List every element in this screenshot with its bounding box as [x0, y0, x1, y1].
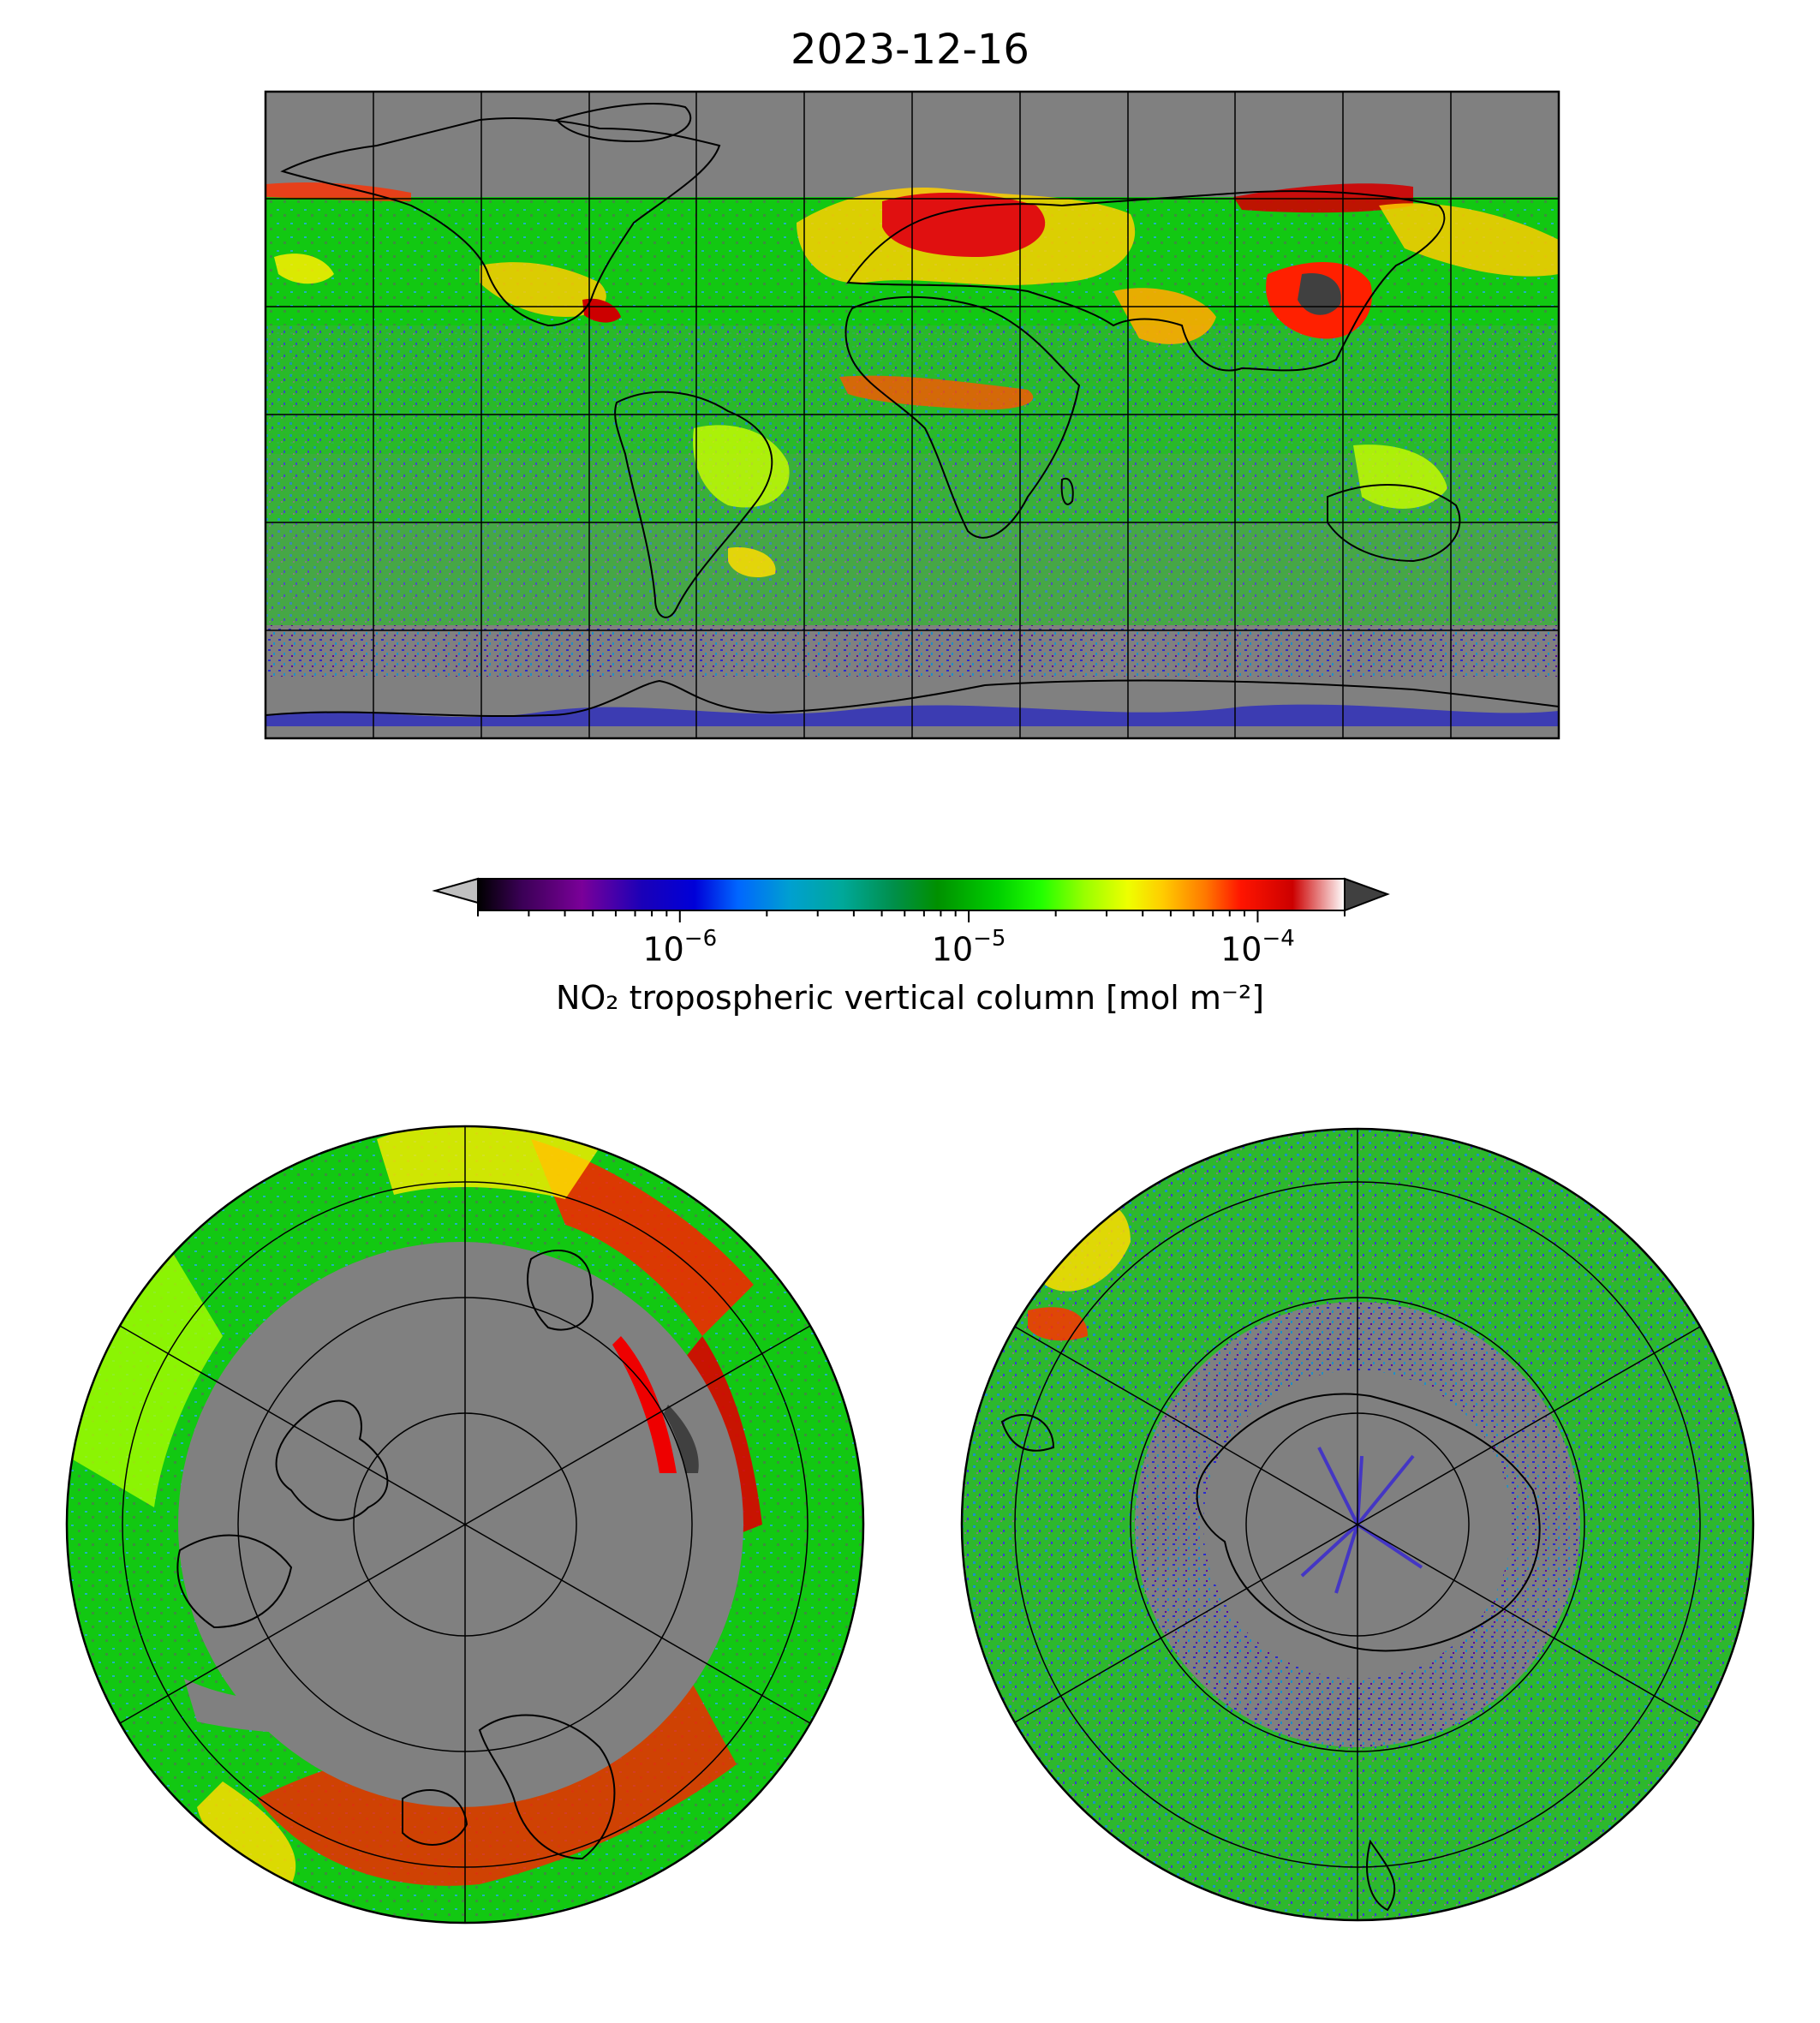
graticule	[266, 92, 1559, 738]
south-pole-streaks	[1300, 1447, 1423, 1594]
eurasia-outline	[846, 190, 1446, 372]
north-coastlines	[176, 1250, 616, 1860]
canadian-archipelago-outline	[275, 1399, 389, 1521]
south-graticule	[1014, 1129, 1701, 1920]
global-map	[266, 92, 1559, 738]
south-america-outline	[614, 391, 773, 618]
colorbar-over-arrow	[1344, 877, 1390, 912]
india-plume	[1113, 288, 1216, 344]
north-polar-map	[67, 1126, 863, 1923]
colorbar-under-arrow	[432, 877, 479, 904]
australia-outline	[1327, 484, 1461, 563]
south-america-tip-outline	[1000, 1413, 1055, 1452]
north-america-plume	[480, 262, 606, 317]
polar-night-region	[178, 1242, 743, 1807]
colorbar-tick-label: 10−4	[1220, 926, 1295, 969]
antarctica-outline	[266, 679, 1559, 718]
madagascar-outline	[1060, 477, 1074, 505]
south-coastlines	[1000, 1393, 1541, 1912]
coastlines	[266, 103, 1559, 718]
africa-outline	[844, 295, 1081, 539]
colorbar-ticks	[477, 910, 1346, 922]
scandinavia-outline	[478, 1714, 616, 1860]
colorbar	[432, 877, 1390, 922]
south-polar-map	[962, 1129, 1753, 1920]
greenland-outline	[555, 103, 692, 143]
europe-hotspot	[882, 192, 1046, 257]
north-america-outline	[280, 117, 721, 327]
africa-fires	[839, 375, 1034, 410]
global-map-frame	[264, 90, 1560, 740]
south-polar-frame	[960, 1127, 1755, 1922]
north-polar-frame	[65, 1125, 865, 1925]
colorbar-label: NO₂ tropospheric vertical column [mol m⁻…	[555, 979, 1265, 1017]
colorbar-tick-label: 10−6	[642, 926, 718, 969]
north-graticule	[119, 1126, 811, 1923]
colorbar-tick-label: 10−5	[931, 926, 1006, 969]
figure-title: 2023-12-16	[791, 26, 1029, 74]
colorbar-gradient	[477, 878, 1346, 911]
antarctica-outline	[1196, 1393, 1541, 1652]
